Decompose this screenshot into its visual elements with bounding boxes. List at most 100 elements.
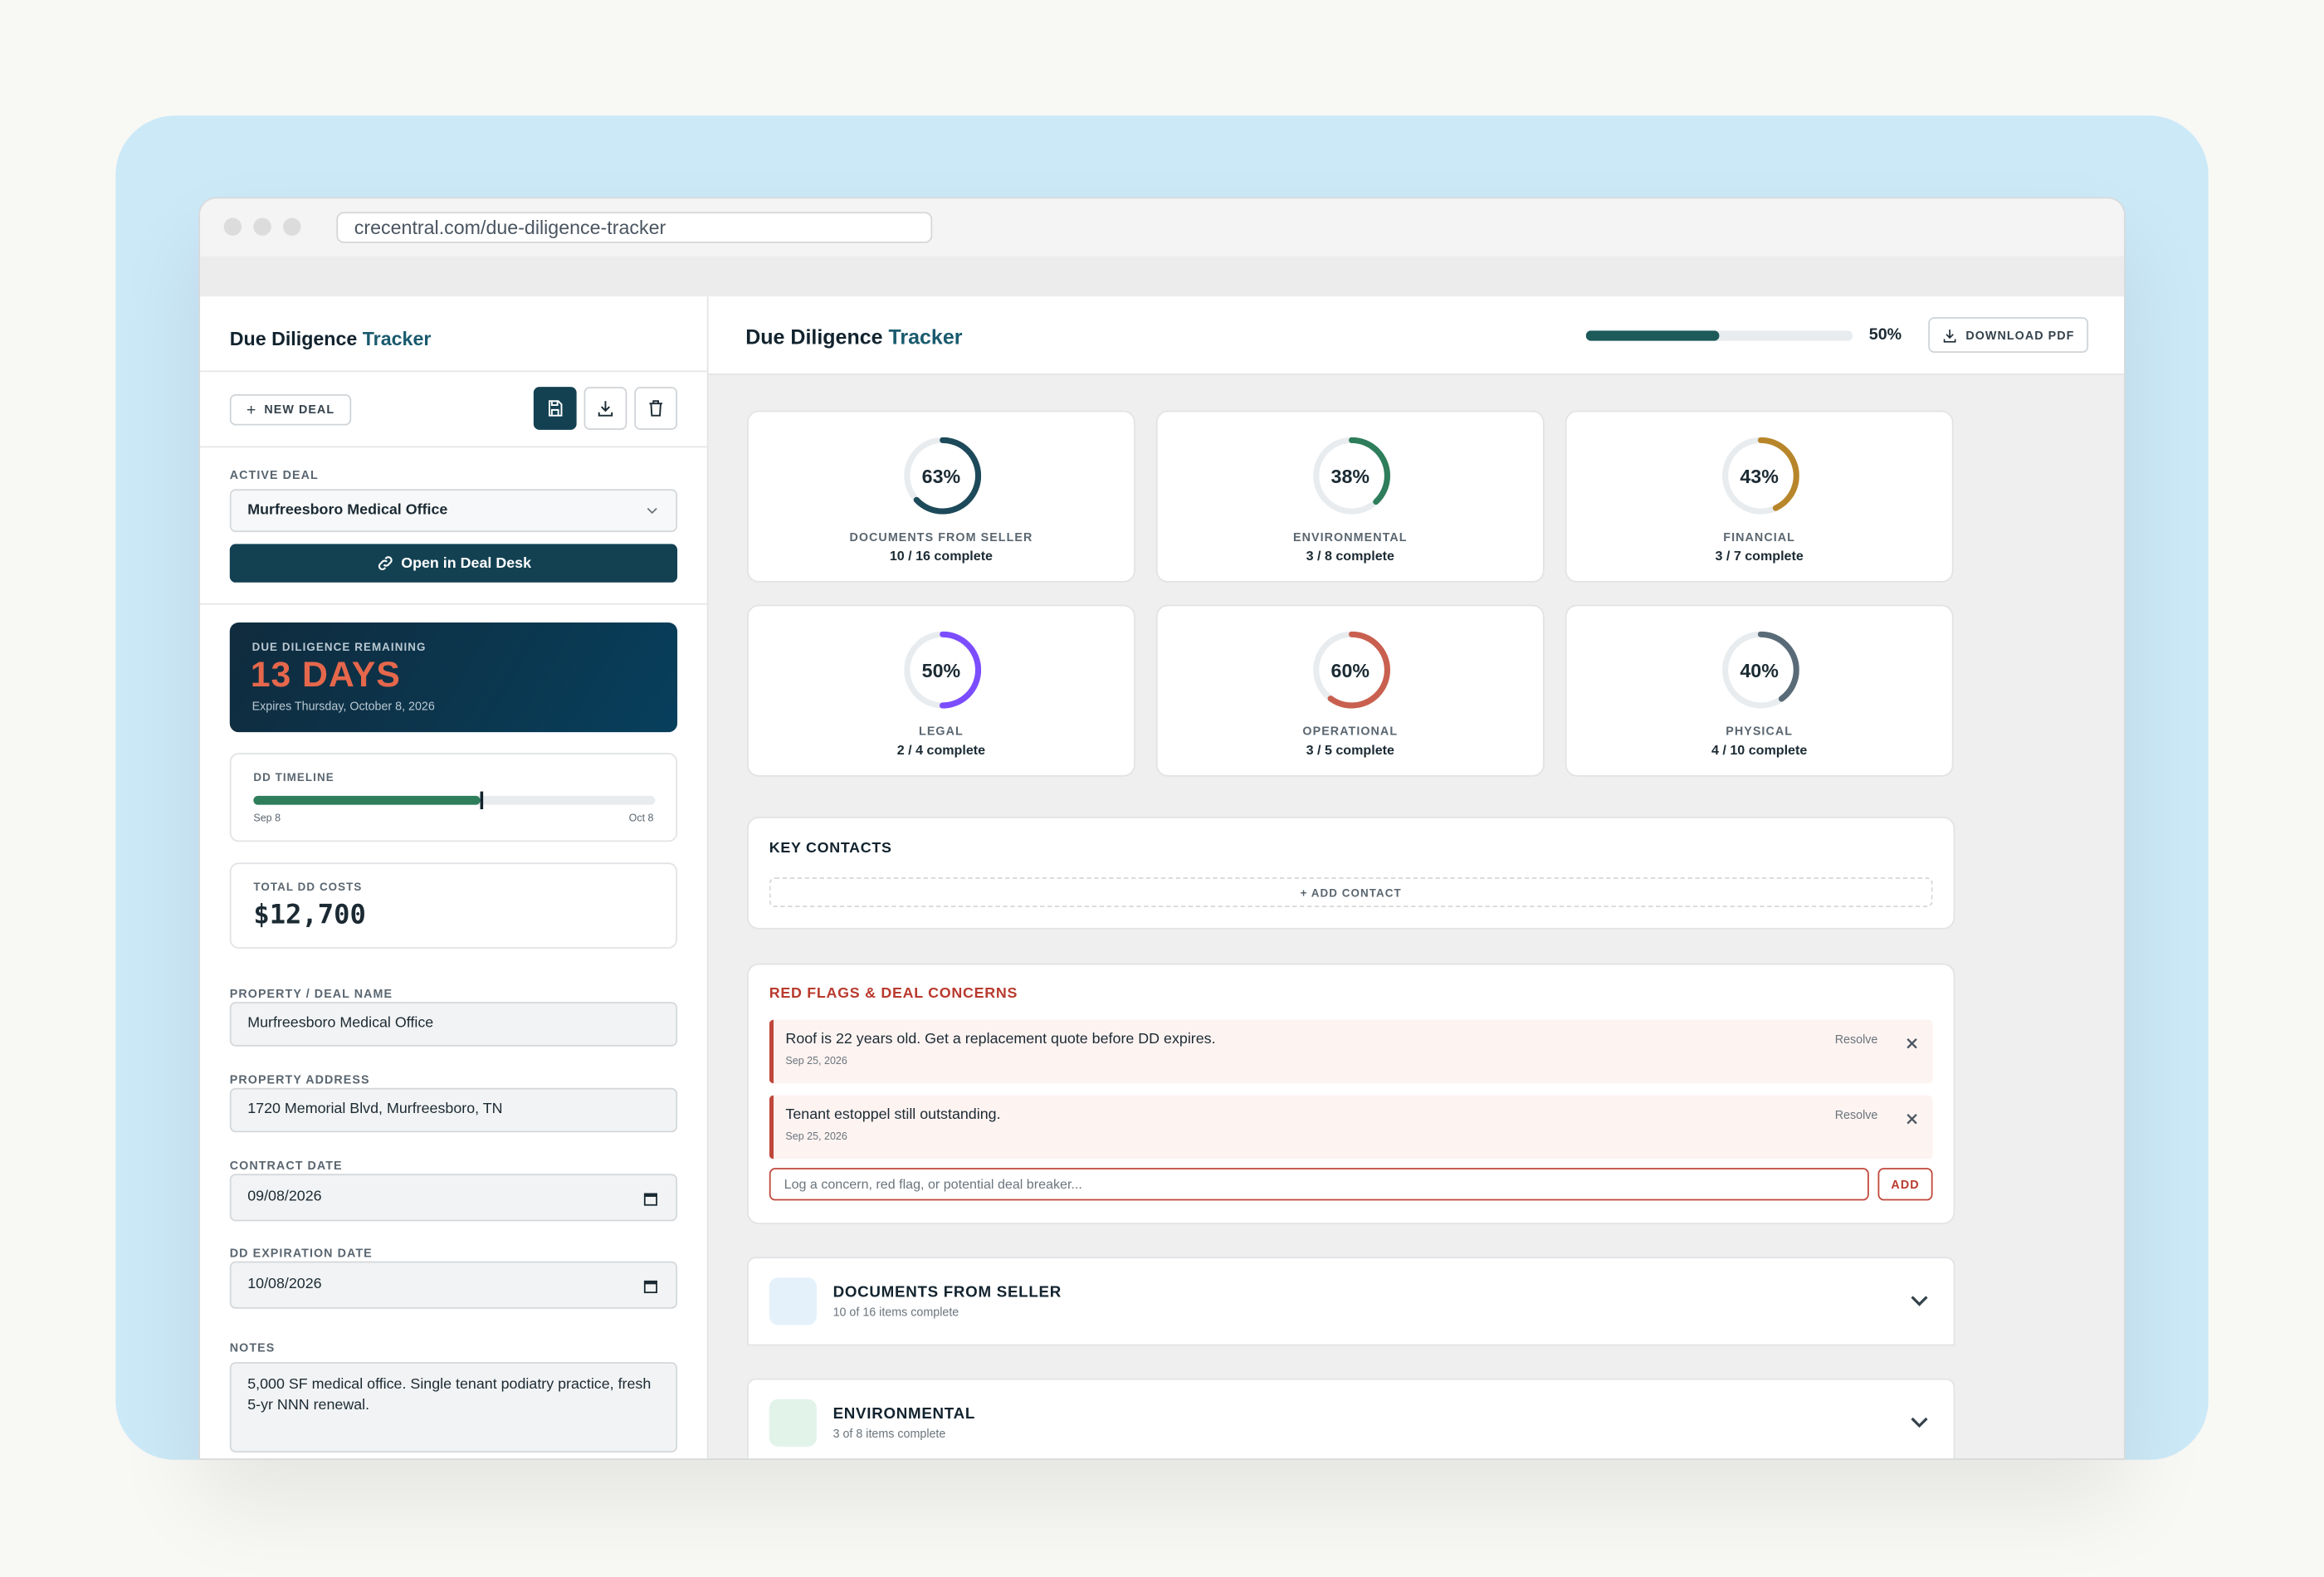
- ring-arc: [904, 631, 982, 709]
- title-b: Tracker: [888, 325, 963, 349]
- window-dot: [283, 217, 301, 236]
- window-dot: [223, 217, 242, 236]
- download-button[interactable]: [583, 387, 627, 430]
- open-deal-desk-text: Open in Deal Desk: [401, 554, 532, 572]
- category-name: FINANCIAL: [1723, 530, 1795, 544]
- delete-button[interactable]: [634, 387, 678, 430]
- section-subtitle: 10 of 16 items complete: [832, 1306, 959, 1320]
- category-count: 3 / 5 complete: [1306, 742, 1394, 758]
- calendar-top: [644, 1281, 657, 1285]
- red-flag-item: Tenant estoppel still outstanding. Sep 25…: [769, 1095, 1933, 1160]
- flag-date: Sep 25, 2026: [785, 1057, 847, 1067]
- divider: [200, 603, 707, 605]
- dismiss-icon[interactable]: [1906, 1038, 1917, 1049]
- title-b: Tracker: [362, 327, 432, 350]
- resolve-button[interactable]: Resolve: [1834, 1033, 1878, 1047]
- red-flag-item: Roof is 22 years old. Get a replacement …: [769, 1019, 1933, 1084]
- ring-arc: [1721, 631, 1799, 709]
- main-title: Due Diligence Tracker: [745, 325, 962, 349]
- deal-select[interactable]: Murfreesboro Medical Office: [229, 489, 678, 533]
- chevron-shape: [1911, 1417, 1928, 1428]
- add-contact-button[interactable]: + ADD CONTACT: [769, 877, 1933, 907]
- chevron-shape: [1911, 1296, 1928, 1306]
- ring-label: 40%: [1740, 659, 1779, 682]
- main-header: Due Diligence Tracker 50% DOWNLOAD PDF: [708, 296, 2124, 375]
- progress-label: 50%: [1868, 325, 1902, 344]
- costs-label: TOTAL DD COSTS: [253, 880, 363, 894]
- new-deal-button[interactable]: + NEW DEAL: [229, 393, 352, 426]
- expand-chevron[interactable]: [1911, 1296, 1928, 1307]
- field-label: CONTRACT DATE: [229, 1159, 343, 1173]
- category-card: 38% ENVIRONMENTAL 3 / 8 complete: [1155, 410, 1545, 583]
- field-input[interactable]: 1720 Memorial Blvd, Murfreesboro, TN: [229, 1087, 678, 1133]
- field-input[interactable]: 10/08/2026: [229, 1261, 678, 1309]
- address-bar[interactable]: crecentral.com/due-diligence-tracker: [336, 212, 933, 243]
- notes-textarea[interactable]: 5,000 SF medical office. Single tenant p…: [229, 1362, 678, 1452]
- concern-input[interactable]: Log a concern, red flag, or potential de…: [769, 1168, 1869, 1201]
- active-deal-label: ACTIVE DEAL: [229, 468, 319, 482]
- field-input[interactable]: Murfreesboro Medical Office: [229, 1002, 678, 1047]
- category-count: 10 / 16 complete: [889, 548, 994, 564]
- category-card: 50% LEGAL 2 / 4 complete: [746, 604, 1135, 777]
- add-concern-button[interactable]: ADD: [1877, 1168, 1933, 1201]
- field-value: Murfreesboro Medical Office: [247, 1015, 434, 1032]
- timeline-fill: [253, 795, 481, 805]
- category-name: LEGAL: [919, 725, 964, 739]
- field-value: 1720 Memorial Blvd, Murfreesboro, TN: [247, 1101, 503, 1118]
- contacts-card: KEY CONTACTS + ADD CONTACT: [746, 816, 1955, 930]
- save-button[interactable]: [533, 387, 577, 430]
- progress-ring: [1313, 631, 1390, 709]
- category-card: 60% OPERATIONAL 3 / 5 complete: [1155, 604, 1545, 777]
- tab-strip: [200, 256, 2124, 297]
- ring-label: 50%: [921, 659, 961, 682]
- category-count: 4 / 10 complete: [1711, 742, 1808, 758]
- divider: [200, 370, 707, 373]
- section-title: DOCUMENTS FROM SELLER: [832, 1283, 1062, 1301]
- red-flags-title: RED FLAGS & DEAL CONCERNS: [769, 985, 1018, 1003]
- category-name: ENVIRONMENTAL: [1293, 530, 1408, 544]
- costs-value: $12,700: [253, 899, 366, 931]
- download-pdf-text: DOWNLOAD PDF: [1965, 328, 2075, 342]
- browser-window: crecentral.com/due-diligence-tracker Due…: [198, 197, 2126, 1460]
- download-icon: [598, 401, 613, 417]
- countdown-box: DUE DILIGENCE REMAINING 13 DAYS Expires …: [229, 622, 678, 733]
- calendar-icon[interactable]: [643, 1279, 658, 1294]
- field-value: 10/08/2026: [247, 1276, 322, 1293]
- field-label: PROPERTY / DEAL NAME: [229, 987, 393, 1001]
- progress-ring: [904, 437, 982, 515]
- timeline-start: Sep 8: [253, 813, 281, 824]
- download-pdf-button[interactable]: DOWNLOAD PDF: [1928, 317, 2089, 353]
- flag-date: Sep 25, 2026: [785, 1132, 847, 1143]
- link-icon: [378, 556, 392, 570]
- calendar-icon[interactable]: [643, 1192, 658, 1207]
- category-name: DOCUMENTS FROM SELLER: [849, 530, 1033, 544]
- sidebar-title: Due Diligence Tracker: [230, 328, 432, 350]
- window-dot: [253, 217, 271, 236]
- flag-text: Tenant estoppel still outstanding.: [785, 1106, 1001, 1124]
- timeline-label: DD TIMELINE: [253, 770, 334, 784]
- checklist-section[interactable]: DOCUMENTS FROM SELLER 10 of 16 items comp…: [746, 1257, 1955, 1346]
- trash-icon: [649, 400, 662, 417]
- new-deal-text: NEW DEAL: [264, 403, 335, 417]
- contacts-title: KEY CONTACTS: [769, 840, 892, 857]
- countdown-days: 13 DAYS: [250, 655, 401, 696]
- flag-text: Roof is 22 years old. Get a replacement …: [785, 1031, 1216, 1048]
- checklist-section[interactable]: ENVIRONMENTAL 3 of 8 items complete: [746, 1378, 1955, 1459]
- divider: [200, 446, 707, 448]
- open-deal-desk-button[interactable]: Open in Deal Desk: [229, 544, 678, 583]
- category-count: 2 / 4 complete: [896, 742, 986, 758]
- expand-chevron[interactable]: [1911, 1417, 1928, 1428]
- dismiss-icon[interactable]: [1906, 1113, 1917, 1125]
- field-input[interactable]: 09/08/2026: [229, 1174, 678, 1222]
- field-label: PROPERTY ADDRESS: [229, 1072, 370, 1086]
- dismiss-shape: [1907, 1038, 1917, 1049]
- ring-arc: [1313, 631, 1390, 709]
- save-icon: [549, 400, 563, 417]
- plus-icon: +: [246, 401, 257, 419]
- notes-label: NOTES: [229, 1341, 276, 1355]
- resolve-button[interactable]: Resolve: [1834, 1108, 1878, 1122]
- progress-ring: [1313, 437, 1390, 515]
- category-name: OPERATIONAL: [1302, 725, 1399, 739]
